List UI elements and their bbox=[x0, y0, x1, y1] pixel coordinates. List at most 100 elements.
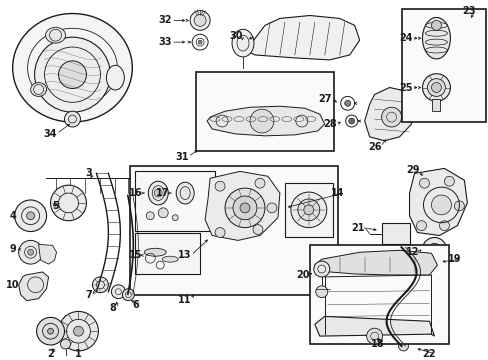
Circle shape bbox=[190, 10, 210, 30]
Circle shape bbox=[430, 195, 450, 215]
Ellipse shape bbox=[13, 14, 132, 122]
Ellipse shape bbox=[422, 18, 449, 59]
Circle shape bbox=[430, 82, 441, 93]
Circle shape bbox=[42, 323, 59, 339]
Circle shape bbox=[35, 37, 110, 112]
Ellipse shape bbox=[31, 82, 46, 96]
Text: 1: 1 bbox=[75, 349, 81, 359]
Circle shape bbox=[154, 189, 162, 197]
Bar bbox=[130, 166, 337, 295]
Text: 18: 18 bbox=[370, 339, 384, 349]
Text: 17: 17 bbox=[155, 188, 169, 198]
Circle shape bbox=[398, 341, 407, 351]
Text: 15: 15 bbox=[128, 250, 142, 260]
Text: 19: 19 bbox=[447, 254, 460, 264]
Bar bbox=[431, 99, 440, 111]
Circle shape bbox=[47, 328, 53, 334]
Bar bbox=[196, 72, 333, 150]
Text: 29: 29 bbox=[405, 165, 418, 175]
Circle shape bbox=[37, 318, 64, 345]
Bar bbox=[309, 246, 448, 344]
Circle shape bbox=[313, 261, 329, 277]
Circle shape bbox=[254, 178, 264, 188]
Text: 14: 14 bbox=[330, 188, 344, 198]
Circle shape bbox=[172, 215, 178, 221]
Circle shape bbox=[111, 285, 125, 299]
Circle shape bbox=[224, 188, 264, 228]
Text: 16: 16 bbox=[128, 188, 142, 198]
Circle shape bbox=[422, 74, 449, 101]
Circle shape bbox=[158, 208, 168, 218]
Ellipse shape bbox=[144, 248, 166, 256]
Text: 9: 9 bbox=[9, 244, 16, 254]
Circle shape bbox=[297, 199, 319, 221]
Circle shape bbox=[416, 221, 426, 230]
Text: 26: 26 bbox=[367, 142, 381, 152]
Polygon shape bbox=[408, 168, 467, 235]
Circle shape bbox=[249, 109, 273, 133]
Circle shape bbox=[64, 111, 81, 127]
Circle shape bbox=[444, 176, 453, 186]
Bar bbox=[135, 171, 215, 230]
Polygon shape bbox=[207, 106, 324, 136]
Text: 11: 11 bbox=[178, 294, 191, 305]
Circle shape bbox=[215, 181, 224, 191]
Text: 23: 23 bbox=[462, 5, 475, 15]
Polygon shape bbox=[314, 250, 437, 275]
Polygon shape bbox=[314, 316, 433, 336]
Circle shape bbox=[422, 238, 446, 261]
Circle shape bbox=[348, 118, 354, 124]
Circle shape bbox=[59, 61, 86, 89]
Circle shape bbox=[19, 240, 42, 264]
Text: 13: 13 bbox=[178, 250, 191, 260]
Text: 30: 30 bbox=[229, 31, 242, 41]
Text: 4: 4 bbox=[9, 211, 16, 221]
Circle shape bbox=[266, 203, 276, 213]
Bar bbox=[135, 233, 200, 274]
Circle shape bbox=[344, 100, 350, 106]
Text: 7: 7 bbox=[85, 290, 92, 300]
Ellipse shape bbox=[45, 27, 65, 43]
Circle shape bbox=[290, 192, 326, 228]
Text: 25: 25 bbox=[398, 82, 411, 93]
Text: 10: 10 bbox=[6, 280, 20, 290]
Polygon shape bbox=[204, 171, 279, 240]
Text: 28: 28 bbox=[322, 119, 336, 129]
Ellipse shape bbox=[106, 65, 124, 90]
Circle shape bbox=[453, 201, 464, 211]
Circle shape bbox=[233, 196, 256, 220]
Text: 21: 21 bbox=[350, 222, 364, 233]
Text: 2: 2 bbox=[47, 349, 54, 359]
Circle shape bbox=[194, 14, 205, 26]
Circle shape bbox=[73, 326, 83, 336]
Ellipse shape bbox=[232, 29, 253, 57]
Circle shape bbox=[50, 185, 86, 221]
Circle shape bbox=[15, 200, 46, 231]
Circle shape bbox=[315, 286, 327, 298]
Text: 12: 12 bbox=[405, 247, 418, 257]
Text: 20: 20 bbox=[295, 270, 309, 280]
Circle shape bbox=[381, 107, 401, 127]
Ellipse shape bbox=[162, 256, 178, 262]
Polygon shape bbox=[364, 87, 414, 141]
Polygon shape bbox=[39, 244, 57, 264]
Circle shape bbox=[419, 178, 428, 188]
Bar bbox=[401, 9, 486, 122]
Text: 33: 33 bbox=[158, 37, 172, 47]
Circle shape bbox=[303, 205, 313, 215]
Circle shape bbox=[240, 203, 249, 213]
Text: 5: 5 bbox=[52, 201, 59, 211]
Text: 32: 32 bbox=[158, 15, 172, 26]
Text: 24: 24 bbox=[398, 33, 411, 43]
Circle shape bbox=[92, 277, 108, 293]
Circle shape bbox=[146, 212, 154, 220]
Circle shape bbox=[61, 339, 70, 349]
Circle shape bbox=[122, 289, 134, 301]
Bar bbox=[381, 223, 408, 244]
Circle shape bbox=[366, 328, 382, 344]
Circle shape bbox=[427, 78, 445, 96]
Circle shape bbox=[430, 246, 437, 252]
Circle shape bbox=[26, 212, 35, 220]
Text: 8: 8 bbox=[109, 303, 116, 314]
Text: 3: 3 bbox=[85, 168, 92, 178]
